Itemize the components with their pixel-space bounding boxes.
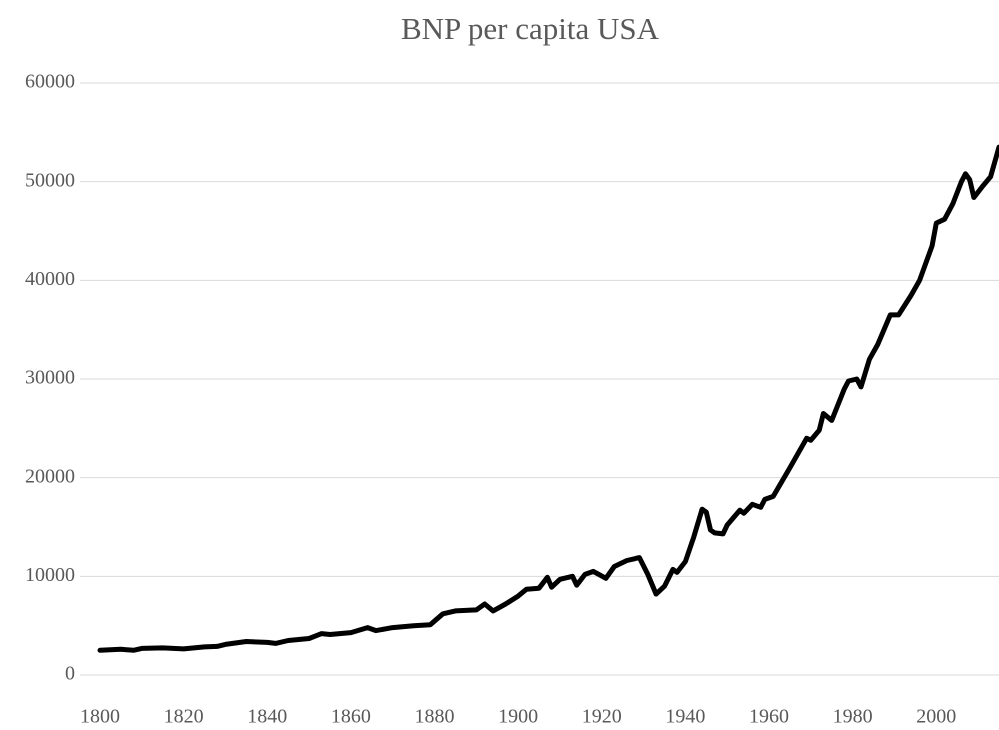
- x-tick-label: 1980: [833, 706, 873, 728]
- x-tick-label: 1860: [331, 706, 371, 728]
- y-tick-label: 30000: [25, 367, 75, 389]
- x-tick-label: 1800: [80, 706, 120, 728]
- data-line: [97, 144, 999, 653]
- x-tick-label: 1900: [498, 706, 538, 728]
- x-tick-label: 1960: [749, 706, 789, 728]
- y-tick-label: 60000: [25, 71, 75, 93]
- x-tick-label: 2000: [916, 706, 956, 728]
- y-tick-label: 0: [65, 663, 75, 685]
- y-tick-label: 40000: [25, 268, 75, 290]
- x-tick-label: 1920: [582, 706, 622, 728]
- chart-title: BNP per capita USA: [401, 11, 660, 46]
- y-tick-label: 20000: [25, 465, 75, 487]
- x-tick-label: 1820: [164, 706, 204, 728]
- y-tick-label: 10000: [25, 564, 75, 586]
- x-tick-label: 1840: [247, 706, 287, 728]
- y-tick-label: 50000: [25, 169, 75, 191]
- x-tick-label: 1880: [415, 706, 455, 728]
- x-tick-label: 1940: [665, 706, 705, 728]
